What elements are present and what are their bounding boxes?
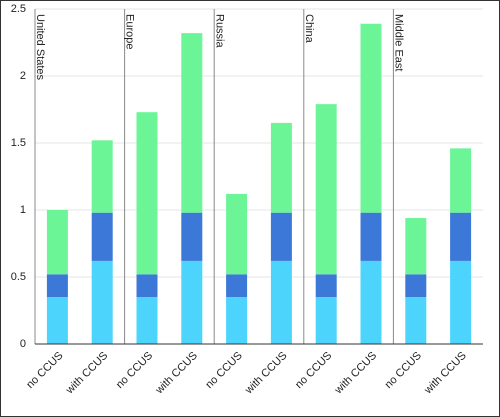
bar-segment <box>226 274 248 298</box>
bar-segment <box>360 260 382 344</box>
bar-segment <box>360 212 382 261</box>
bar-segment <box>315 297 337 344</box>
bar-segment <box>315 104 337 275</box>
bar-segment <box>46 210 68 275</box>
group-label: Middle East <box>392 14 404 71</box>
group-label: Russia <box>213 14 225 49</box>
bar-segment <box>91 140 113 213</box>
bar-segment <box>226 193 248 275</box>
bar-segment <box>405 297 427 344</box>
bar-segment <box>181 260 203 344</box>
y-tick-label: 2 <box>20 70 26 82</box>
bar-segment <box>270 212 292 261</box>
y-tick-label: 0.5 <box>11 271 26 283</box>
group-label: China <box>303 14 315 44</box>
bar-segment <box>136 112 158 275</box>
bar-segment <box>405 274 427 298</box>
bar-segment <box>181 33 203 213</box>
bar-segment <box>226 297 248 344</box>
bar-segment <box>450 260 472 344</box>
bar-segment <box>450 148 472 213</box>
y-tick-label: 1 <box>20 204 26 216</box>
group-label: United States <box>34 14 46 81</box>
bar-segment <box>450 212 472 261</box>
y-tick-label: 1.5 <box>11 137 26 149</box>
group-label: Europe <box>124 14 136 49</box>
bar-segment <box>181 212 203 261</box>
bar-segment <box>360 23 382 213</box>
bar-segment <box>46 274 68 298</box>
bar-segment <box>46 297 68 344</box>
y-tick-label: 2.5 <box>11 3 26 15</box>
bar-segment <box>136 274 158 298</box>
bar-segment <box>405 218 427 275</box>
y-tick-label: 0 <box>20 338 26 350</box>
bar-segment <box>270 260 292 344</box>
bar-segment <box>91 212 113 261</box>
bar-segment <box>136 297 158 344</box>
bar-segment <box>91 260 113 344</box>
bar-segment <box>270 122 292 213</box>
bar-segment <box>315 274 337 298</box>
